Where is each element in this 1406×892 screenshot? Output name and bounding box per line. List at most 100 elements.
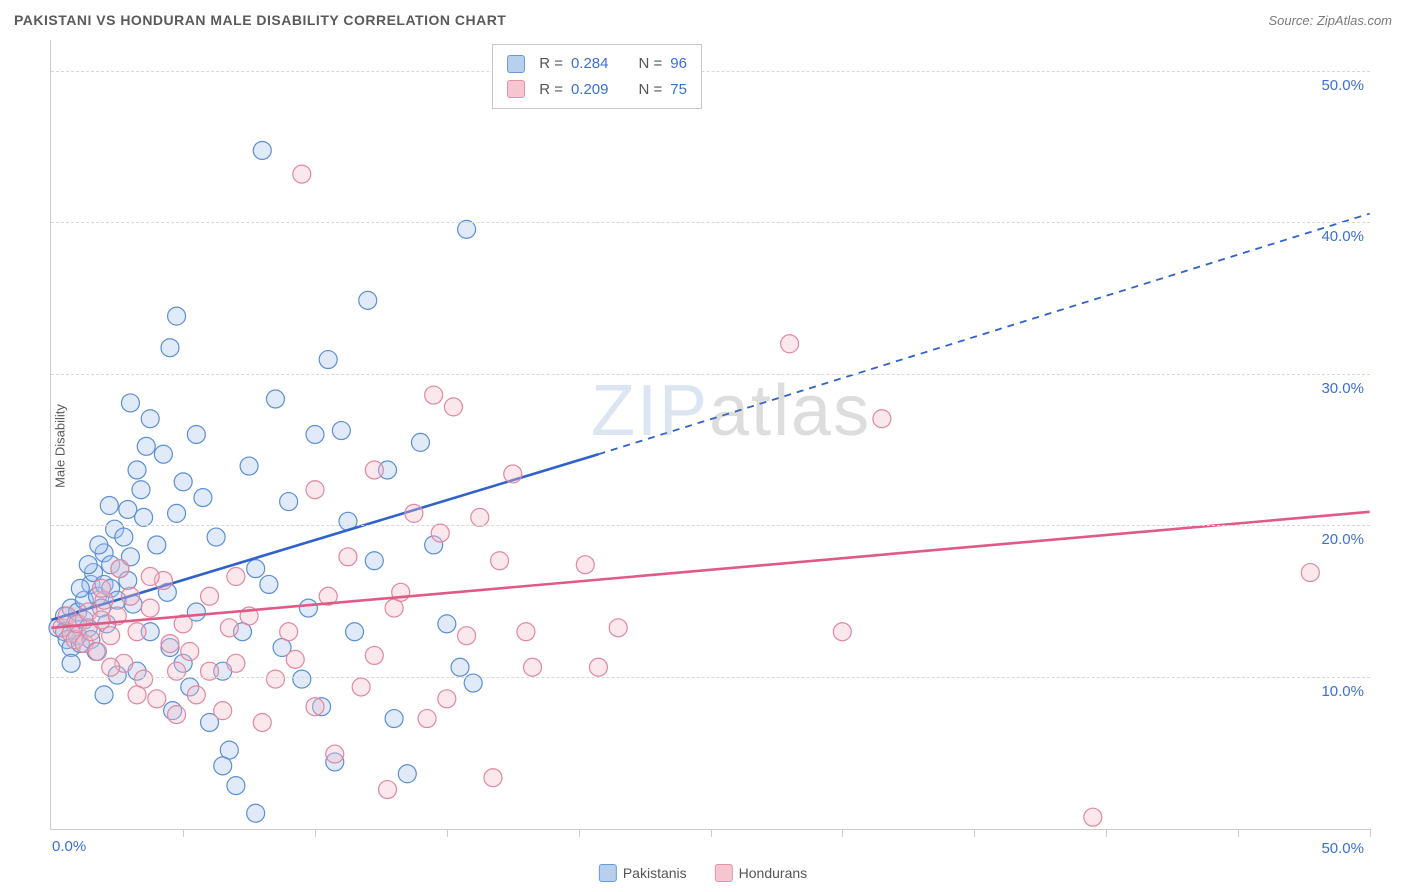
data-point [128, 461, 146, 479]
data-point [128, 623, 146, 641]
data-point [280, 493, 298, 511]
legend-series-name: Hondurans [739, 865, 808, 881]
data-point [385, 710, 403, 728]
data-point [484, 769, 502, 787]
legend-item: Pakistanis [599, 864, 687, 882]
data-point [148, 536, 166, 554]
source-label: Source: ZipAtlas.com [1268, 13, 1392, 28]
data-point [174, 473, 192, 491]
data-point [88, 642, 106, 660]
legend-r-label: R = [539, 51, 563, 77]
gridline [51, 222, 1370, 223]
data-point [187, 426, 205, 444]
data-point [135, 508, 153, 526]
data-point [154, 445, 172, 463]
data-point [589, 658, 607, 676]
y-tick-label: 20.0% [1321, 531, 1364, 548]
legend-row: R =0.284N =96 [507, 51, 687, 77]
data-point [220, 619, 238, 637]
data-point [227, 568, 245, 586]
gridline [51, 71, 1370, 72]
legend-row: R = 0.209 N = 75 [507, 77, 687, 103]
data-point [266, 390, 284, 408]
chart-container: PAKISTANI VS HONDURAN MALE DISABILITY CO… [0, 0, 1406, 892]
x-tick [315, 829, 316, 837]
data-point [833, 623, 851, 641]
data-point [141, 410, 159, 428]
y-tick-label: 30.0% [1321, 380, 1364, 397]
data-point [286, 650, 304, 668]
x-tick [974, 829, 975, 837]
x-tick [1238, 829, 1239, 837]
data-point [71, 579, 89, 597]
legend-n-value: 96 [670, 51, 687, 77]
data-point [115, 528, 133, 546]
header: PAKISTANI VS HONDURAN MALE DISABILITY CO… [0, 0, 1406, 40]
data-point [524, 658, 542, 676]
data-point [405, 504, 423, 522]
data-point [141, 568, 159, 586]
data-point [359, 291, 377, 309]
data-point [425, 386, 443, 404]
x-tick [183, 829, 184, 837]
data-point [365, 646, 383, 664]
data-point [79, 556, 97, 574]
data-point [121, 394, 139, 412]
legend-item: Hondurans [715, 864, 808, 882]
data-point [444, 398, 462, 416]
data-point [148, 690, 166, 708]
gridline [51, 525, 1370, 526]
data-point [168, 706, 186, 724]
data-point [214, 702, 232, 720]
data-point [141, 599, 159, 617]
data-point [293, 165, 311, 183]
correlation-legend: R =0.284N =96R =0.209N =75 [492, 44, 702, 109]
data-point [471, 508, 489, 526]
data-point [240, 457, 258, 475]
data-point [458, 627, 476, 645]
data-point [326, 745, 344, 763]
data-point [379, 781, 397, 799]
x-tick [711, 829, 712, 837]
data-point [137, 437, 155, 455]
data-point [306, 698, 324, 716]
legend-n-value: 75 [670, 77, 687, 103]
legend-n-label: N = [639, 51, 663, 77]
data-point [517, 623, 535, 641]
data-point [346, 623, 364, 641]
gridline [51, 677, 1370, 678]
data-point [62, 654, 80, 672]
legend-r-value: 0.209 [571, 77, 609, 103]
data-point [132, 481, 150, 499]
data-point [111, 560, 129, 578]
legend-n-label: N = [639, 77, 663, 103]
data-point [365, 552, 383, 570]
data-point [201, 587, 219, 605]
data-point [92, 611, 110, 629]
data-point [102, 627, 120, 645]
data-point [168, 307, 186, 325]
data-point [609, 619, 627, 637]
data-point [293, 670, 311, 688]
data-point [227, 654, 245, 672]
y-tick-label: 50.0% [1321, 77, 1364, 94]
y-tick-label: 10.0% [1321, 683, 1364, 700]
x-tick [1370, 829, 1371, 837]
data-point [95, 686, 113, 704]
y-tick-label: 40.0% [1321, 228, 1364, 245]
data-point [576, 556, 594, 574]
data-point [438, 690, 456, 708]
data-point [332, 422, 350, 440]
axis-origin-label: 0.0% [52, 838, 86, 855]
legend-swatch [507, 80, 525, 98]
legend-r-label: R = [539, 77, 563, 103]
data-point [187, 686, 205, 704]
data-point [781, 335, 799, 353]
data-point [102, 658, 120, 676]
data-point [339, 548, 357, 566]
data-point [168, 504, 186, 522]
x-tick [447, 829, 448, 837]
legend-swatch [715, 864, 733, 882]
x-tick [579, 829, 580, 837]
data-point [266, 670, 284, 688]
